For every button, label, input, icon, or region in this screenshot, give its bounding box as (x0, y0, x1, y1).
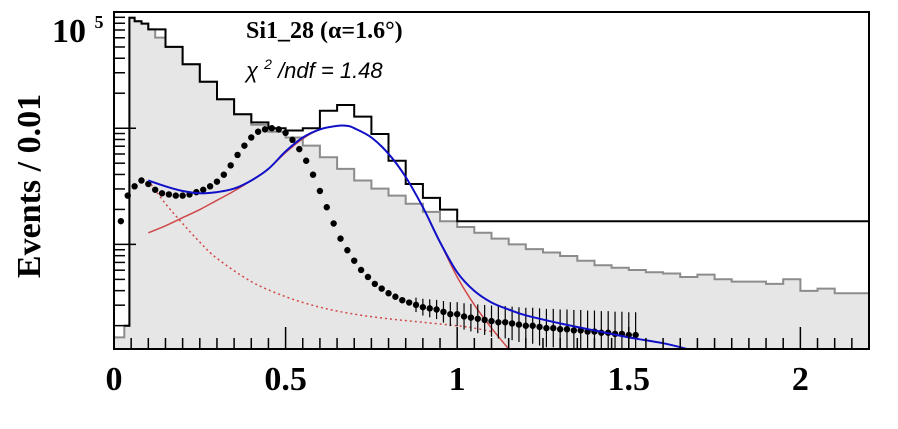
chi2-ndf-label: χ 2 /ndf = 1.48 (244, 49, 383, 83)
fit-total-curve (147, 124, 688, 349)
data-point (453, 310, 461, 318)
fit-background-component (147, 180, 492, 333)
data-point (385, 290, 392, 297)
data-point (632, 331, 639, 339)
data-point (254, 128, 262, 135)
chi2-ndf-value: /ndf = 1.48 (276, 58, 383, 83)
plot-clip-group (114, 16, 869, 349)
data-point (502, 319, 509, 326)
data-points-group (117, 125, 639, 349)
data-point (419, 303, 427, 311)
data-point (405, 299, 413, 306)
x-axis: 0 0.5 1 1.5 2 (106, 327, 870, 398)
data-point (378, 285, 385, 292)
data-point (488, 317, 495, 325)
data-point (460, 313, 468, 320)
y-axis-top-exponent: 5 (95, 12, 104, 32)
x-tick-label: 1 (449, 361, 466, 398)
y-axis-top-label: 10 5 (52, 12, 104, 50)
data-point (440, 308, 447, 316)
data-point (337, 235, 344, 242)
plot-area (113, 11, 870, 350)
data-point (151, 186, 159, 193)
data-point (117, 217, 125, 225)
data-point (563, 326, 571, 333)
data-point (172, 192, 179, 199)
data-point (248, 134, 255, 141)
data-point (206, 183, 214, 190)
data-point (213, 178, 221, 185)
chart-title: Si1_28 (α=1.6°) (246, 18, 403, 44)
data-point (158, 190, 166, 197)
x-tick-label: 0.5 (264, 361, 307, 398)
y-axis-top-base: 10 (52, 13, 86, 50)
data-point (392, 293, 399, 300)
data-point (309, 171, 317, 178)
data-point (399, 296, 406, 304)
y-axis (114, 11, 136, 327)
data-point (234, 151, 241, 159)
data-point (495, 319, 502, 326)
data-point (556, 326, 564, 333)
data-point (364, 273, 372, 281)
data-point (165, 191, 173, 198)
data-point (344, 247, 351, 254)
x-tick-label: 2 (792, 361, 809, 398)
chi2-symbol: χ (244, 58, 259, 83)
data-point (447, 310, 454, 318)
data-point (268, 125, 276, 132)
y-axis-title: Events / 0.01 (11, 94, 48, 278)
x-tick-label: 0 (106, 361, 123, 398)
data-point (543, 324, 550, 332)
data-point (433, 306, 440, 313)
data-point (145, 180, 152, 188)
data-point (241, 142, 248, 149)
data-point (570, 327, 578, 334)
data-point (296, 145, 303, 153)
gray-histogram-fill (114, 17, 869, 349)
data-point (371, 280, 379, 288)
data-point (481, 316, 488, 324)
data-point (474, 315, 481, 322)
data-point (124, 192, 131, 199)
data-point (330, 220, 337, 227)
data-point (282, 129, 289, 137)
chi2-superscript: 2 (263, 56, 272, 72)
data-point (515, 321, 523, 328)
data-point (131, 183, 138, 190)
data-point (179, 192, 186, 199)
data-point (412, 301, 420, 309)
data-point (522, 322, 530, 329)
data-point (261, 126, 269, 133)
data-point (275, 126, 282, 133)
data-point (138, 177, 145, 184)
data-point (220, 171, 228, 178)
data-point (289, 136, 296, 144)
data-point (467, 314, 475, 321)
data-point (351, 257, 358, 264)
data-point (426, 305, 433, 312)
data-point (357, 266, 365, 274)
data-point (302, 157, 310, 164)
data-point (508, 320, 516, 327)
data-point (316, 187, 324, 195)
data-point (536, 323, 543, 331)
data-point (200, 186, 207, 193)
data-point (550, 324, 557, 332)
x-tick-label: 1.5 (608, 361, 651, 398)
data-point (529, 322, 536, 329)
data-point (227, 162, 234, 169)
data-point (323, 204, 330, 211)
